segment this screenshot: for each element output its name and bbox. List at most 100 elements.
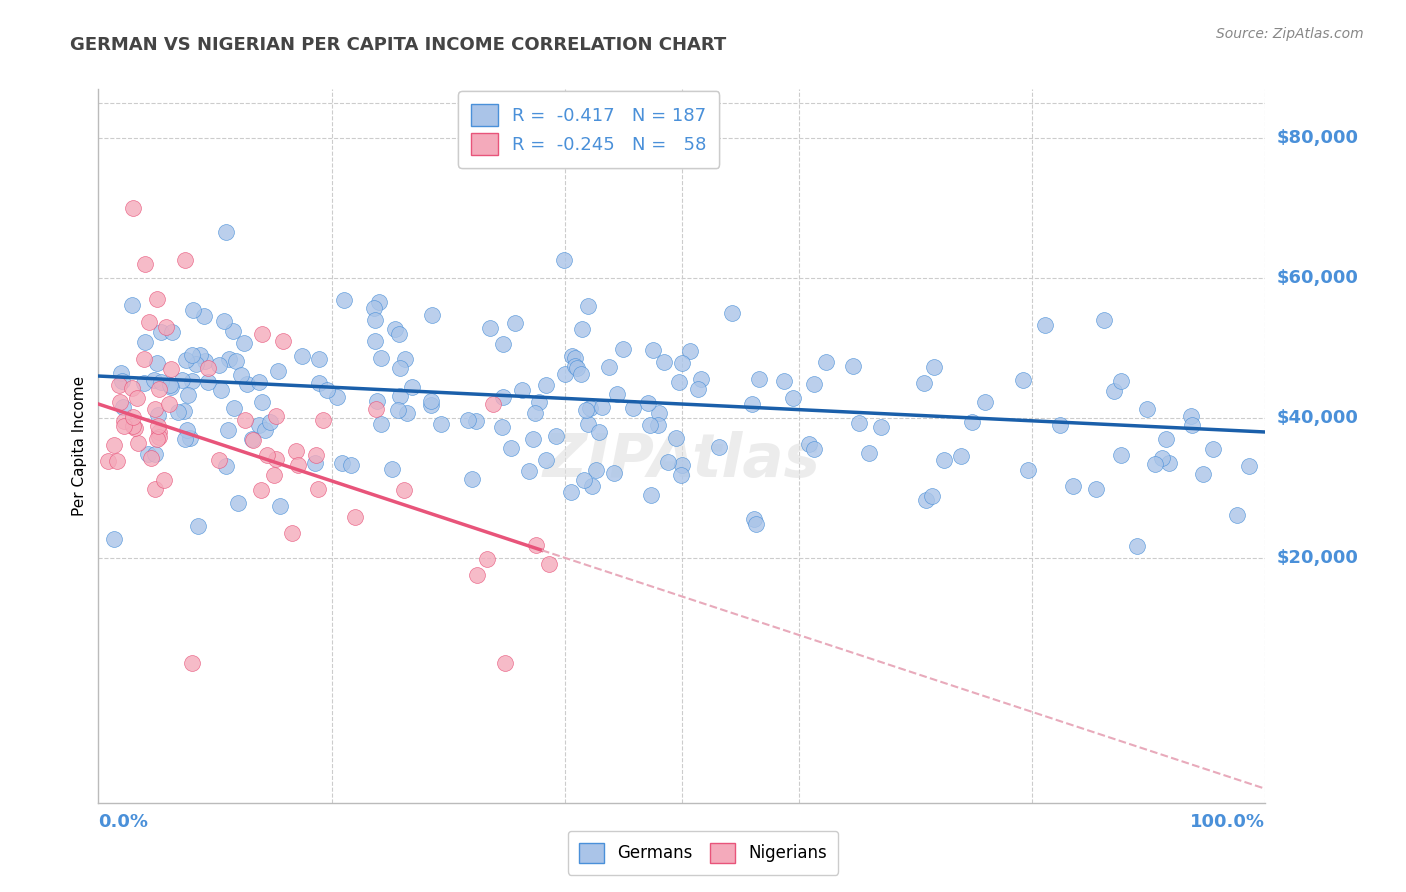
- Point: [250, 483, 273, 498]
- Point: [103, 532, 125, 546]
- Point: [475, 551, 498, 566]
- Point: [340, 458, 363, 473]
- Point: [266, 409, 288, 423]
- Point: [121, 381, 143, 395]
- Point: [465, 567, 488, 582]
- Point: [148, 382, 170, 396]
- Point: [637, 396, 659, 410]
- Point: [974, 395, 997, 409]
- Point: [606, 386, 628, 401]
- Point: [363, 313, 385, 327]
- Point: [652, 355, 675, 369]
- Point: [247, 375, 270, 389]
- Point: [501, 441, 523, 455]
- Point: [950, 449, 973, 463]
- Point: [1111, 448, 1133, 462]
- Point: [527, 394, 550, 409]
- Point: [139, 450, 162, 465]
- Point: [162, 325, 184, 339]
- Point: [664, 431, 686, 445]
- Point: [180, 656, 202, 670]
- Point: [174, 352, 197, 367]
- Point: [565, 361, 588, 376]
- Point: [932, 453, 955, 467]
- Point: [176, 423, 198, 437]
- Point: [420, 394, 443, 409]
- Point: [1017, 463, 1039, 477]
- Point: [384, 322, 406, 336]
- Point: [304, 456, 326, 470]
- Point: [1049, 417, 1071, 432]
- Point: [669, 467, 692, 482]
- Point: [127, 392, 149, 406]
- Point: [150, 375, 173, 389]
- Point: [588, 425, 610, 440]
- Text: 100.0%: 100.0%: [1191, 814, 1265, 831]
- Point: [174, 253, 197, 268]
- Y-axis label: Per Capita Income: Per Capita Income: [72, 376, 87, 516]
- Point: [492, 390, 515, 404]
- Point: [208, 452, 231, 467]
- Point: [640, 488, 662, 502]
- Point: [478, 320, 501, 334]
- Point: [494, 656, 516, 670]
- Point: [858, 446, 880, 460]
- Point: [159, 378, 181, 392]
- Point: [1012, 373, 1035, 387]
- Point: [1226, 508, 1249, 522]
- Point: [134, 257, 156, 271]
- Point: [160, 361, 183, 376]
- Point: [221, 324, 243, 338]
- Point: [188, 348, 211, 362]
- Point: [647, 406, 669, 420]
- Point: [363, 301, 385, 316]
- Point: [420, 398, 443, 412]
- Point: [226, 496, 249, 510]
- Point: [148, 430, 170, 444]
- Point: [231, 368, 253, 382]
- Point: [180, 348, 202, 362]
- Point: [326, 390, 349, 404]
- Point: [814, 355, 837, 369]
- Point: [492, 337, 515, 351]
- Point: [395, 406, 418, 420]
- Point: [491, 420, 513, 434]
- Point: [132, 376, 155, 390]
- Point: [534, 378, 557, 392]
- Point: [512, 383, 534, 397]
- Point: [149, 325, 172, 339]
- Point: [366, 394, 388, 409]
- Point: [308, 376, 330, 391]
- Point: [1062, 478, 1084, 492]
- Point: [330, 456, 353, 470]
- Point: [523, 406, 546, 420]
- Point: [387, 403, 409, 417]
- Point: [181, 302, 204, 317]
- Point: [1126, 539, 1149, 553]
- Point: [572, 473, 595, 487]
- Point: [142, 373, 165, 387]
- Point: [370, 417, 392, 432]
- Text: 0.0%: 0.0%: [98, 814, 149, 831]
- Point: [305, 448, 328, 462]
- Point: [561, 349, 583, 363]
- Point: [505, 316, 527, 330]
- Point: [560, 484, 582, 499]
- Point: [225, 354, 247, 368]
- Point: [179, 431, 201, 445]
- Point: [1154, 432, 1177, 446]
- Point: [921, 489, 943, 503]
- Point: [1237, 458, 1260, 473]
- Point: [420, 309, 443, 323]
- Text: $20,000: $20,000: [1277, 549, 1358, 567]
- Point: [922, 360, 945, 375]
- Point: [181, 374, 204, 388]
- Legend: Germans, Nigerians: Germans, Nigerians: [568, 831, 838, 875]
- Point: [367, 295, 389, 310]
- Point: [143, 447, 166, 461]
- Point: [538, 557, 561, 571]
- Point: [111, 374, 134, 388]
- Point: [127, 436, 149, 450]
- Point: [197, 360, 219, 375]
- Point: [146, 408, 169, 422]
